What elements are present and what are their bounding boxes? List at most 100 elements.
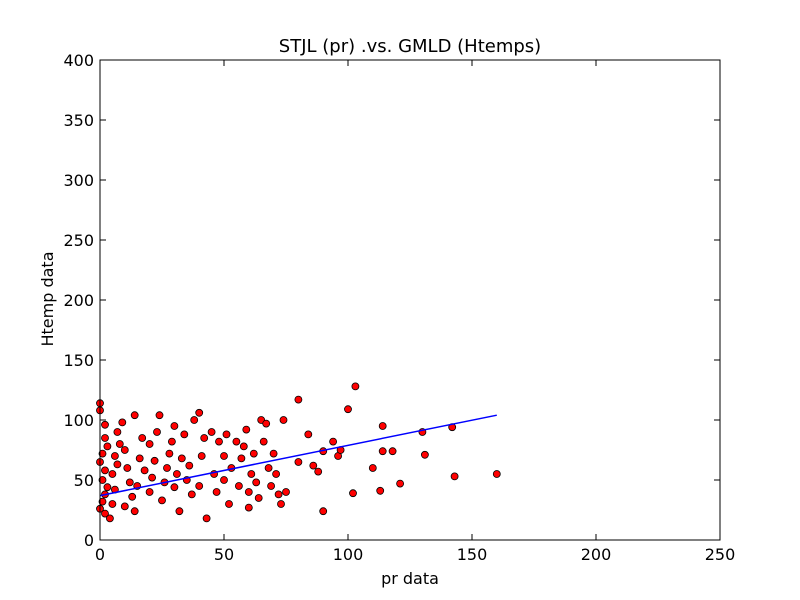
scatter-point-14: [106, 514, 114, 523]
regression-line: [99, 414, 497, 497]
scatter-point-49: [177, 454, 186, 463]
y-tick-label-2: 100: [63, 411, 94, 430]
scatter-point-75: [244, 503, 253, 512]
x-tick-label-0: 0: [95, 545, 105, 564]
scatter-point-92: [294, 458, 303, 466]
scatter-point-91: [294, 395, 303, 404]
x-tick-label-1: 50: [214, 545, 234, 564]
scatter-point-73: [242, 425, 251, 434]
scatter-point-88: [277, 500, 285, 508]
scatter-point-26: [128, 492, 137, 501]
scatter-point-74: [244, 488, 253, 496]
scatter-point-60: [207, 428, 216, 436]
scatter-point-20: [115, 440, 124, 448]
scatter-point-106: [378, 422, 387, 430]
scatter-point-42: [163, 464, 171, 472]
scatter-point-47: [172, 470, 181, 478]
y-tick-label-1: 50: [74, 471, 94, 490]
scatter-point-8: [98, 476, 107, 484]
scatter-point-40: [158, 496, 166, 505]
scatter-point-102: [349, 489, 357, 498]
scatter-point-66: [222, 430, 231, 439]
scatter-point-7: [101, 466, 109, 475]
scatter-point-57: [197, 452, 206, 460]
scatter-point-5: [98, 449, 107, 458]
scatter-point-108: [388, 447, 397, 456]
scatter-point-95: [314, 467, 323, 476]
scatter-point-9: [103, 483, 112, 492]
scatter-point-79: [254, 494, 263, 502]
plot-area: [96, 382, 501, 523]
scatter-point-58: [200, 434, 209, 442]
scatter-point-36: [150, 456, 159, 465]
scatter-point-38: [153, 428, 161, 436]
scatter-point-25: [125, 478, 134, 487]
scatter-point-111: [420, 450, 429, 459]
scatter-point-81: [259, 437, 268, 446]
scatter-point-23: [120, 446, 129, 454]
scatter-point-83: [264, 464, 273, 472]
scatter-point-43: [165, 449, 174, 458]
scatter-point-27: [120, 502, 129, 511]
scatter-point-21: [113, 428, 122, 436]
scatter-point-45: [170, 422, 179, 430]
x-tick-label-2: 100: [333, 545, 364, 564]
scatter-point-94: [309, 461, 318, 470]
scatter-point-78: [252, 478, 261, 487]
x-tick-label-3: 150: [457, 545, 488, 564]
scatter-point-44: [167, 437, 176, 446]
scatter-point-53: [187, 490, 196, 499]
y-axis-label: Htemp data: [38, 251, 57, 346]
scatter-point-13: [101, 509, 109, 518]
scatter-point-101: [344, 405, 352, 414]
scatter-point-46: [170, 483, 179, 492]
scatter-point-96: [319, 507, 328, 516]
y-tick-label-3: 150: [63, 351, 94, 370]
chart-title: STJL (pr) .vs. GMLD (Htemps): [279, 36, 541, 57]
scatter-point-67: [225, 500, 233, 508]
scatter-point-22: [118, 418, 127, 427]
scatter-point-76: [247, 470, 256, 478]
scatter-point-89: [279, 416, 288, 424]
scatter-point-70: [234, 482, 243, 490]
scatter-point-64: [220, 452, 228, 460]
scatter-point-72: [239, 442, 248, 451]
scatter-point-114: [492, 470, 501, 478]
y-tick-label-8: 400: [63, 51, 94, 70]
scatter-point-104: [368, 464, 377, 472]
scatter-point-107: [378, 447, 387, 456]
x-axis-label: pr data: [381, 569, 439, 588]
scatter-point-39: [155, 411, 164, 420]
scatter-point-90: [282, 488, 290, 496]
scatter-point-30: [135, 454, 144, 463]
scatter-point-105: [376, 486, 385, 495]
axis-ticks: 0 50 100 150 200 250 0 50 100 150 200 250 300 350 400: [63, 51, 735, 564]
scatter-point-98: [329, 437, 338, 446]
scatter-point-113: [450, 472, 459, 481]
scatter-point-59: [202, 514, 211, 523]
scatter-point-18: [113, 460, 122, 469]
scatter-point-71: [237, 454, 246, 463]
scatter-point-2: [101, 420, 109, 429]
scatter-point-15: [108, 500, 117, 508]
scatter-point-54: [190, 416, 199, 424]
scatter-point-109: [396, 479, 405, 488]
scatter-point-82: [262, 419, 271, 428]
scatter-point-69: [232, 437, 241, 446]
scatter-point-11: [98, 497, 107, 506]
y-tick-label-7: 350: [63, 111, 94, 130]
scatter-point-34: [145, 488, 154, 496]
scatter-point-86: [272, 470, 281, 478]
x-tick-label-5: 250: [705, 545, 736, 564]
scatter-point-87: [274, 490, 283, 499]
y-tick-label-4: 200: [63, 291, 94, 310]
scatter-point-63: [215, 437, 223, 446]
scatter-point-65: [220, 476, 228, 484]
scatter-point-48: [175, 507, 184, 516]
scatter-point-55: [195, 408, 204, 417]
x-tick-label-4: 200: [581, 545, 612, 564]
plot-frame: [99, 59, 721, 541]
y-tick-label-0: 0: [84, 531, 94, 550]
scatter-point-84: [267, 482, 276, 490]
